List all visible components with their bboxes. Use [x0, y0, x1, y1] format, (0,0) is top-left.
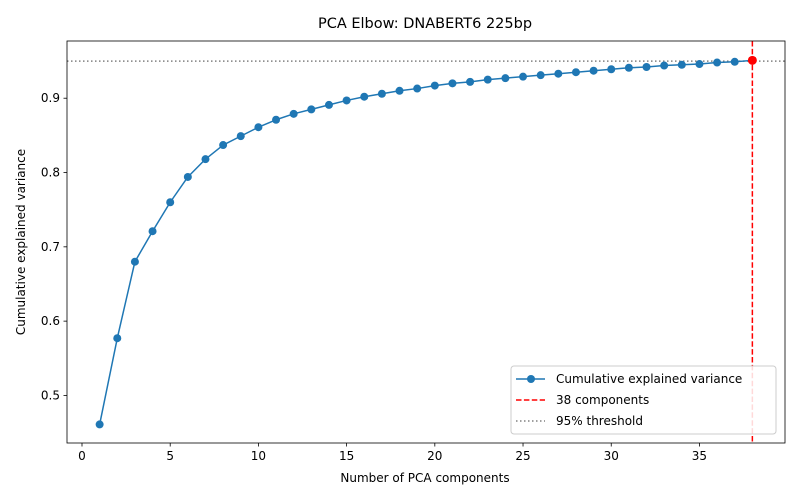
- data-point: [130, 257, 139, 266]
- y-axis-label: Cumulative explained variance: [14, 149, 28, 335]
- data-point: [554, 69, 563, 78]
- x-tick-label: 35: [692, 449, 707, 463]
- data-point: [236, 132, 245, 141]
- legend-marker-variance: [527, 375, 535, 383]
- data-point: [430, 81, 439, 90]
- data-point: [501, 74, 510, 83]
- x-tick-label: 5: [166, 449, 174, 463]
- y-tick-label: 0.5: [41, 388, 60, 402]
- data-point: [713, 58, 722, 67]
- data-point: [395, 86, 404, 95]
- data-point: [677, 60, 686, 69]
- data-point: [95, 420, 104, 429]
- legend-label-components: 38 components: [556, 393, 649, 407]
- series-layer: [95, 55, 757, 429]
- data-point: [254, 123, 263, 132]
- data-point: [342, 96, 351, 105]
- selected-components-point: [747, 55, 757, 65]
- x-tick-label: 30: [604, 449, 619, 463]
- data-point: [201, 155, 210, 164]
- data-point: [272, 115, 281, 124]
- data-point: [289, 109, 298, 118]
- data-point: [660, 61, 669, 70]
- x-tick-label: 0: [78, 449, 86, 463]
- data-point: [589, 66, 598, 75]
- data-point: [113, 334, 122, 343]
- data-point: [624, 63, 633, 72]
- x-axis: 0 5 10 15 20 25 30 35: [78, 443, 707, 463]
- data-point: [448, 79, 457, 88]
- y-tick-label: 0.8: [41, 166, 60, 180]
- data-point: [324, 100, 333, 109]
- legend: Cumulative explained variance 38 compone…: [510, 365, 777, 435]
- data-point: [536, 71, 545, 80]
- data-point: [148, 227, 157, 236]
- y-tick-label: 0.9: [41, 91, 60, 105]
- data-point: [360, 92, 369, 101]
- plot-area: [66, 40, 786, 444]
- x-tick-label: 10: [251, 449, 266, 463]
- axes-frame: [66, 40, 786, 444]
- data-point: [571, 68, 580, 77]
- x-tick-label: 15: [339, 449, 354, 463]
- data-point: [519, 72, 528, 81]
- data-point: [483, 75, 492, 84]
- data-point: [377, 89, 386, 98]
- legend-label-threshold: 95% threshold: [556, 414, 643, 428]
- x-tick-label: 20: [427, 449, 442, 463]
- data-point: [219, 141, 228, 150]
- data-point: [166, 198, 175, 207]
- legend-box: [510, 365, 777, 435]
- legend-label-variance: Cumulative explained variance: [556, 372, 742, 386]
- chart-title: PCA Elbow: DNABERT6 225bp: [318, 16, 532, 32]
- data-point: [307, 105, 316, 114]
- y-tick-label: 0.7: [41, 240, 60, 254]
- x-axis-label: Number of PCA components: [340, 471, 509, 485]
- data-point: [607, 65, 616, 74]
- data-point: [695, 60, 704, 69]
- y-tick-label: 0.6: [41, 314, 60, 328]
- data-point: [413, 84, 422, 93]
- data-point: [730, 57, 739, 66]
- data-point: [466, 77, 475, 86]
- y-axis: 0.5 0.6 0.7 0.8 0.9: [41, 91, 67, 402]
- x-tick-label: 25: [515, 449, 530, 463]
- data-point: [642, 63, 651, 72]
- data-point: [183, 172, 192, 181]
